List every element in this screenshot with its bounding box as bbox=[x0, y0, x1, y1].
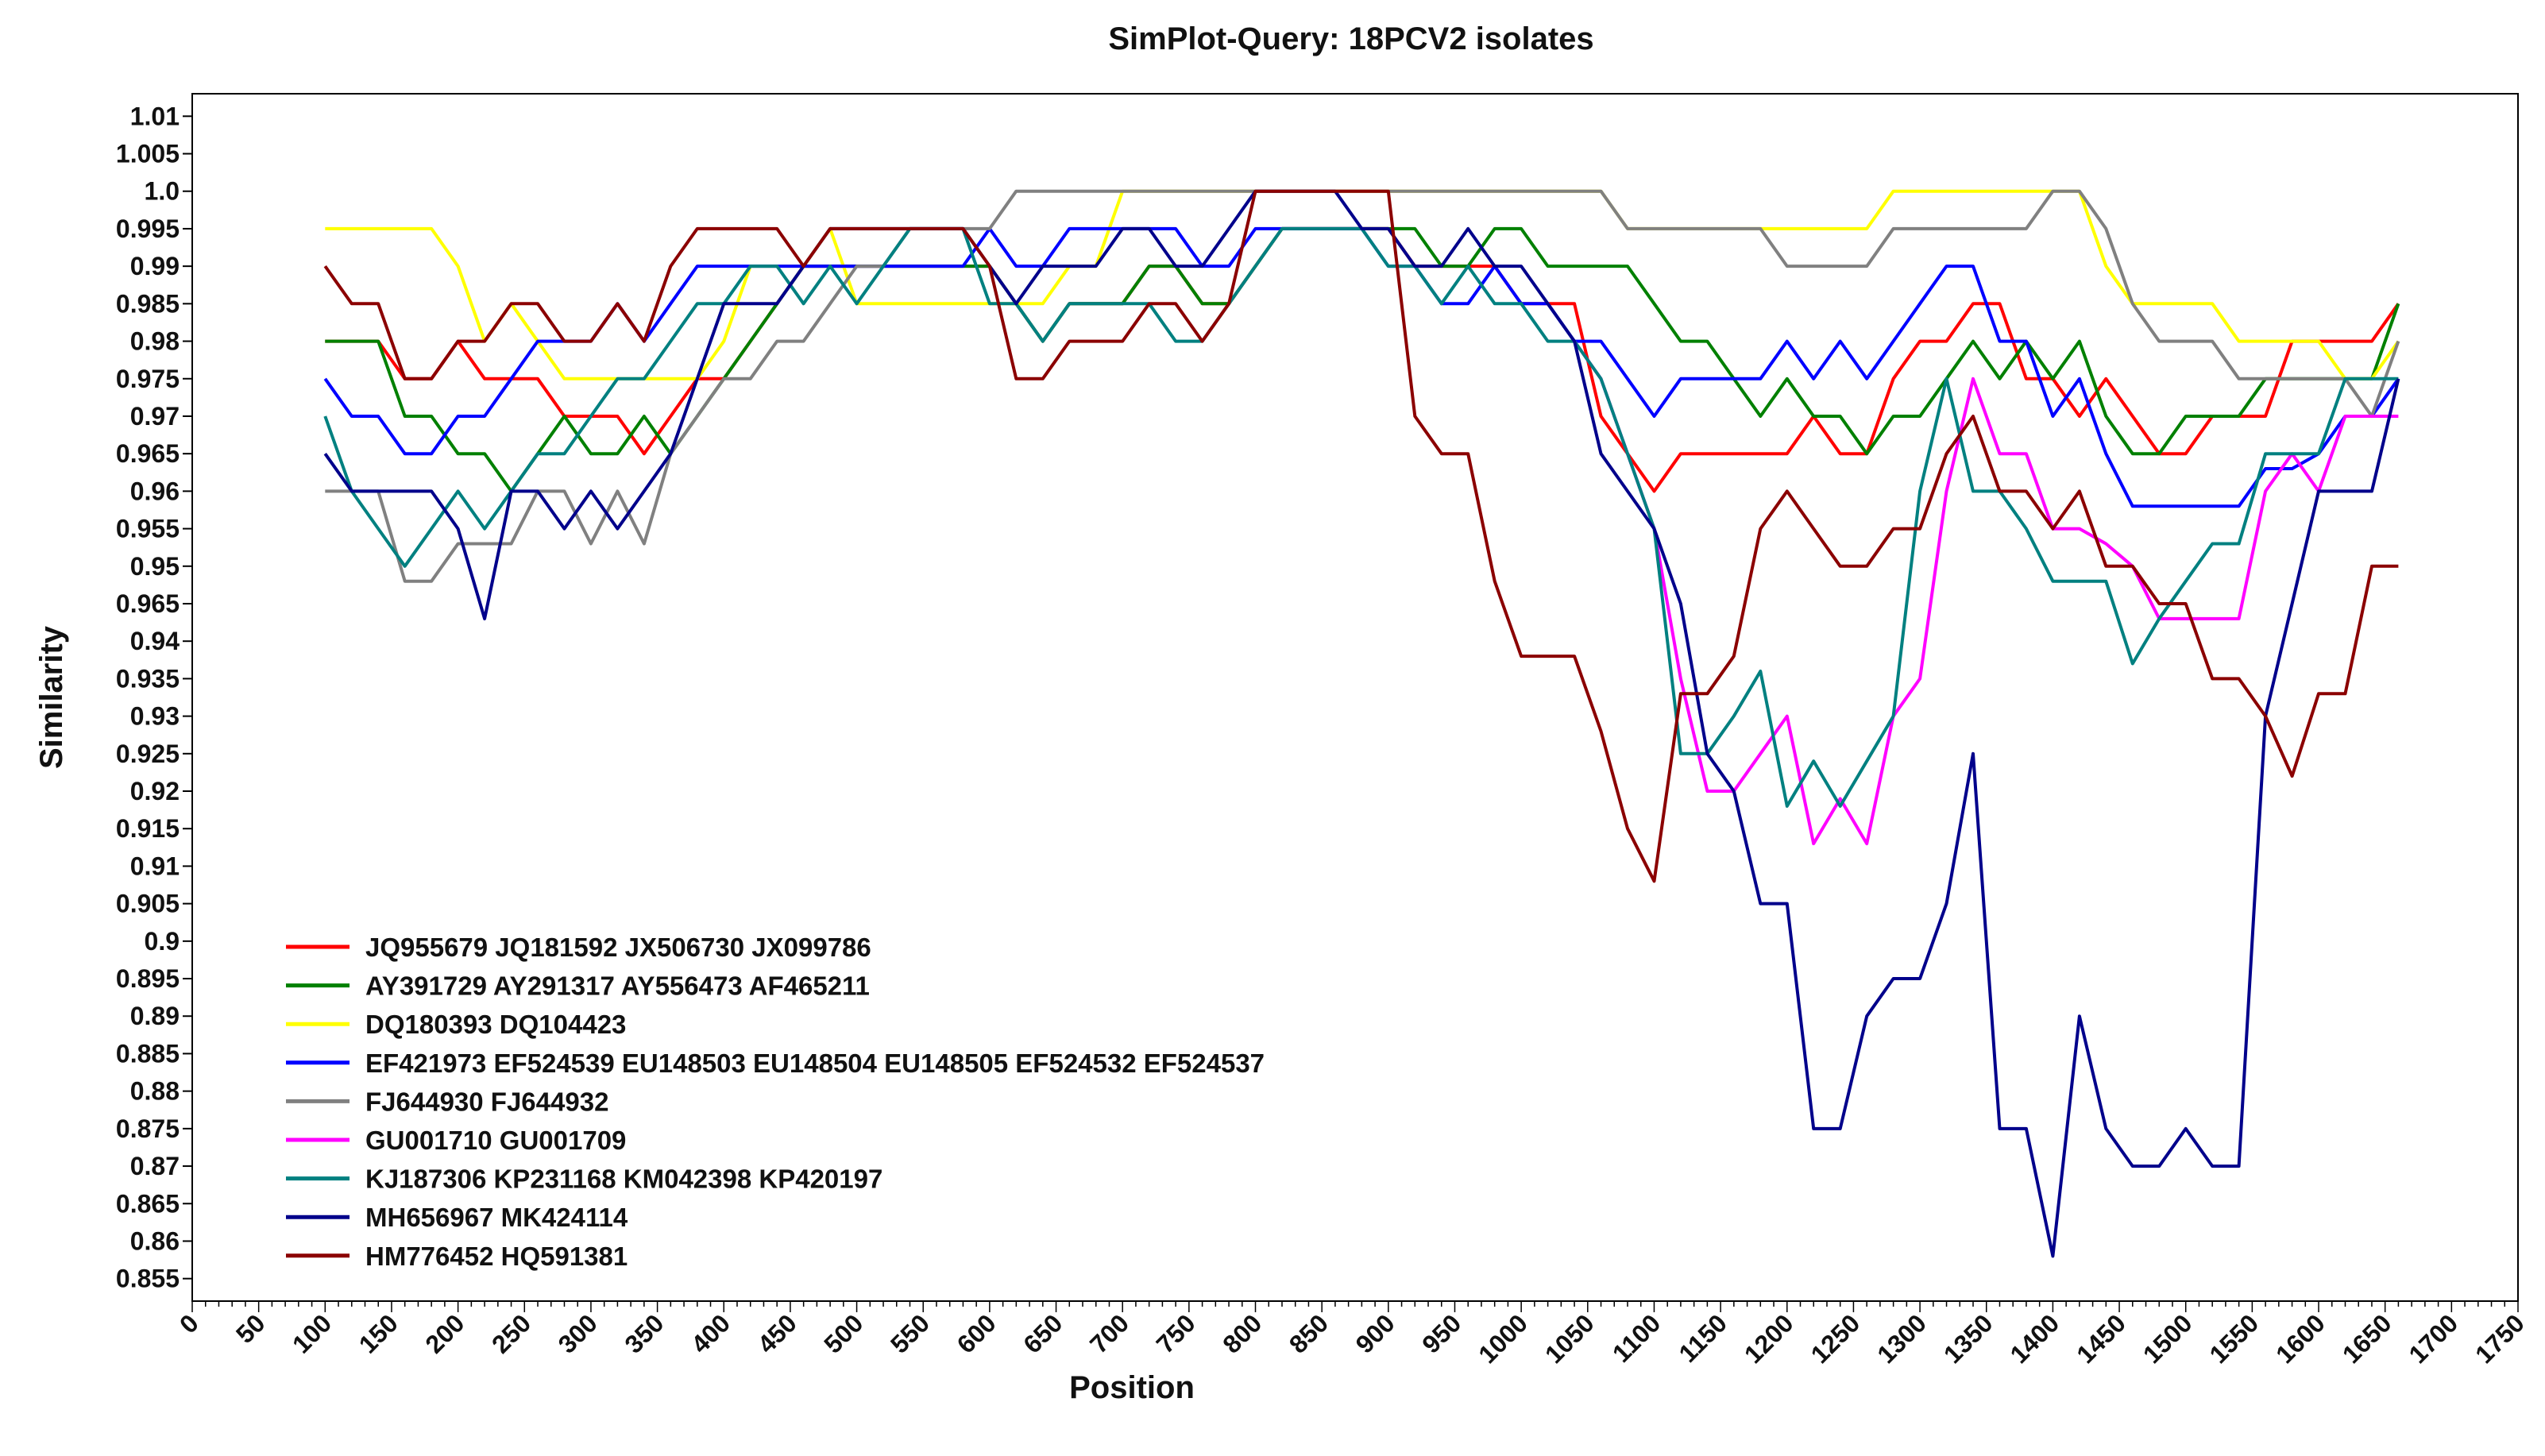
legend-label: JQ955679 JQ181592 JX506730 JX099786 bbox=[365, 933, 871, 962]
y-tick-label: 0.89 bbox=[130, 1002, 180, 1030]
y-tick-label: 0.99 bbox=[130, 252, 180, 280]
legend-label: AY391729 AY291317 AY556473 AF465211 bbox=[365, 971, 870, 1001]
y-axis: 1.01 1.005 1.0 0.995 0.99 0.985 0.98 0.975 0.97 0… bbox=[116, 102, 192, 1293]
legend-label: MH656967 MK424114 bbox=[365, 1203, 628, 1232]
x-axis-label: Position bbox=[1069, 1370, 1195, 1405]
y-tick-label: 1.005 bbox=[116, 140, 180, 168]
y-tick-label: 0.885 bbox=[116, 1039, 180, 1068]
series-line-9 bbox=[323, 189, 2399, 883]
y-tick-label: 0.88 bbox=[130, 1077, 180, 1106]
plot-frame bbox=[191, 93, 2519, 1302]
legend-label: FJ644930 FJ644932 bbox=[365, 1087, 608, 1116]
y-tick-label: 1.0 bbox=[145, 177, 180, 206]
legend-label: HM776452 HQ591381 bbox=[365, 1242, 628, 1271]
y-tick-label: 0.97 bbox=[130, 402, 180, 431]
y-tick-label: 0.925 bbox=[116, 740, 180, 768]
y-tick-label: 0.95 bbox=[130, 552, 180, 581]
series-line-8 bbox=[323, 189, 2400, 1258]
y-tick-label: 0.94 bbox=[130, 627, 180, 655]
y-tick-label: 0.98 bbox=[130, 327, 180, 356]
series-line-6 bbox=[1573, 340, 2399, 846]
y-tick-label: 0.86 bbox=[130, 1226, 180, 1255]
legend-label: DQ180393 DQ104423 bbox=[365, 1010, 626, 1039]
y-tick-label: 0.975 bbox=[116, 365, 180, 393]
y-tick-label: 0.895 bbox=[116, 964, 180, 993]
series-lines bbox=[323, 189, 2400, 1258]
y-tick-label: 0.905 bbox=[116, 890, 180, 918]
y-tick-label: 0.9 bbox=[145, 927, 180, 956]
y-tick-label: 0.87 bbox=[130, 1152, 180, 1180]
y-tick-label: 0.915 bbox=[116, 814, 180, 843]
y-tick-label: 0.93 bbox=[130, 702, 180, 731]
y-tick-label: 0.91 bbox=[130, 852, 180, 880]
y-tick-label: 1.01 bbox=[130, 102, 180, 130]
y-tick-label: 0.865 bbox=[116, 1189, 180, 1218]
y-tick-label: 0.92 bbox=[130, 777, 180, 805]
y-tick-label: 0.935 bbox=[116, 664, 180, 693]
y-tick-label: 0.875 bbox=[116, 1114, 180, 1143]
y-tick-label: 0.995 bbox=[116, 214, 180, 243]
legend-label: EF421973 EF524539 EU148503 EU148504 EU14… bbox=[365, 1049, 1265, 1078]
legend-label: GU001710 GU001709 bbox=[365, 1126, 626, 1155]
y-tick-label: 0.985 bbox=[116, 289, 180, 318]
legend: JQ955679 JQ181592 JX506730 JX099786 AY391… bbox=[286, 933, 1265, 1271]
y-tick-label: 0.855 bbox=[116, 1265, 180, 1293]
chart-title: SimPlot-Query: 18PCV2 isolates bbox=[1108, 21, 1593, 56]
y-tick-label: 0.96 bbox=[130, 477, 180, 505]
y-axis-label: Similarity bbox=[34, 625, 69, 769]
y-tick-label: 0.955 bbox=[116, 515, 180, 543]
legend-label: KJ187306 KP231168 KM042398 KP420197 bbox=[365, 1164, 882, 1194]
y-tick-label: 0.965 bbox=[116, 589, 180, 618]
y-tick-label: 0.965 bbox=[116, 439, 180, 468]
